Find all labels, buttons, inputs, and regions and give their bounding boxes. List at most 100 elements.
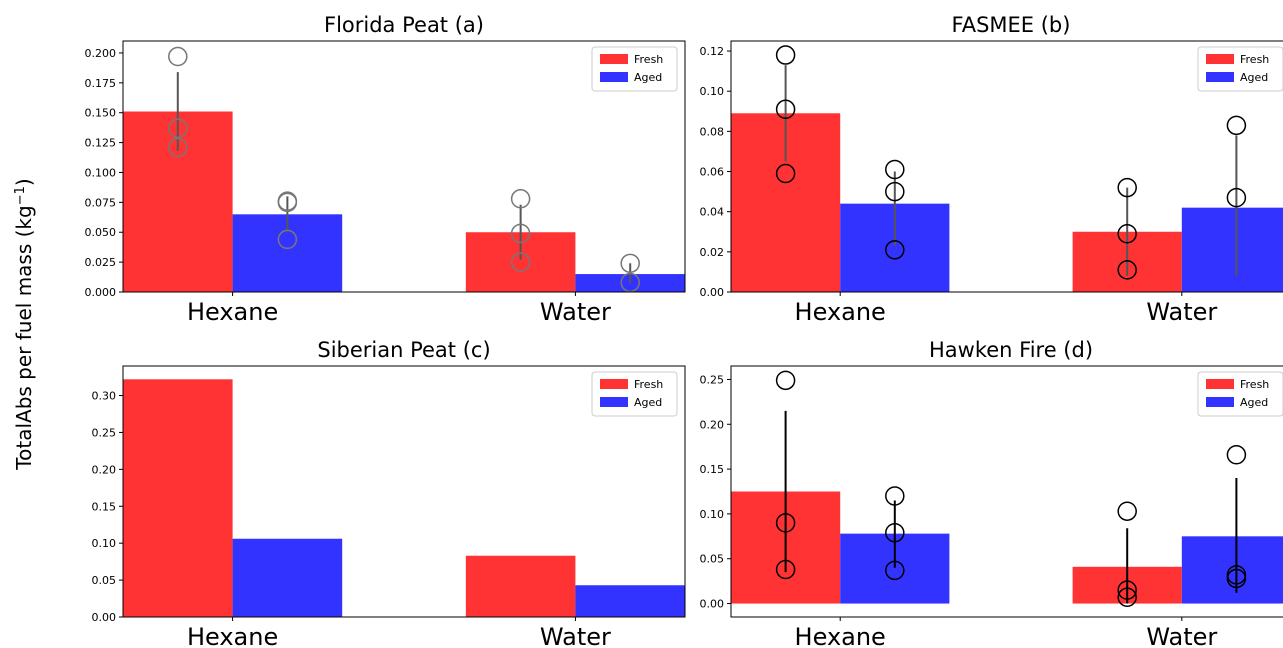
x-category-label-water: Water xyxy=(540,623,611,648)
y-tick-label: 0.150 xyxy=(85,107,117,120)
sample-point-fresh-hexane-1 xyxy=(775,370,796,391)
sample-point-aged-water-1 xyxy=(620,253,640,274)
sample-point-fresh-hexane-2 xyxy=(775,513,796,533)
sample-point-fresh-hexane-2 xyxy=(775,99,796,120)
legend-swatch-aged xyxy=(600,72,628,82)
sample-point-fresh-hexane-3 xyxy=(775,163,796,184)
chart-panel-fasmee-b: FASMEE (b) 0.00 0.02 0.04 0.06 0.08 0.10 0.12 He… xyxy=(700,13,1283,326)
legend-label-aged: Aged xyxy=(1240,396,1268,409)
y-tick-label: 0.30 xyxy=(92,390,117,403)
legend: Fresh Aged xyxy=(1197,46,1283,92)
x-category-label-hexane: Hexane xyxy=(795,298,886,326)
y-tick-label: 0.00 xyxy=(700,286,725,299)
legend-swatch-fresh xyxy=(1206,379,1234,389)
x-category-label-hexane: Hexane xyxy=(187,623,278,648)
sample-point-fresh-water-2 xyxy=(1117,224,1137,244)
chart-panel-hawken-fire-d: Hawken Fire (d) 0.00 0.05 0.10 0.15 0.20 0.25 H… xyxy=(700,338,1283,648)
sample-point-fresh-water-3 xyxy=(1117,260,1137,280)
sample-point-fresh-hexane-2 xyxy=(168,118,188,139)
sample-point-aged-hexane-2 xyxy=(277,192,298,213)
sample-point-aged-hexane-3 xyxy=(885,240,905,260)
sample-point-aged-hexane-2 xyxy=(885,181,905,202)
sample-point-fresh-water-3 xyxy=(1117,587,1137,608)
y-tick-label: 0.25 xyxy=(92,426,117,439)
sample-point-fresh-water-1 xyxy=(510,189,531,209)
legend-label-fresh: Fresh xyxy=(634,53,663,66)
legend-label-aged: Aged xyxy=(1240,71,1268,84)
chart-title: Hawken Fire (d) xyxy=(929,338,1093,362)
legend: Fresh Aged xyxy=(591,371,678,417)
y-tick-label: 0.02 xyxy=(700,246,725,259)
panels: Florida Peat (a) 0.000 0.025 0.050 0.075 0.10… xyxy=(85,13,1283,648)
y-tick-label: 0.20 xyxy=(700,418,725,431)
y-tick-label: 0.06 xyxy=(700,166,725,179)
sample-point-aged-hexane-3 xyxy=(277,229,298,250)
sample-point-fresh-water-1 xyxy=(1117,501,1137,521)
y-tick-label: 0.200 xyxy=(85,47,117,60)
sample-point-aged-water-2 xyxy=(620,272,640,292)
x-category-label-water: Water xyxy=(1146,623,1217,648)
bar-aged-water xyxy=(575,585,685,617)
chart-title: Florida Peat (a) xyxy=(324,13,484,37)
ylabel-exponent: −1 xyxy=(13,186,28,205)
x-category-label-water: Water xyxy=(540,298,611,326)
chart-panel-florida-peat-a: Florida Peat (a) 0.000 0.025 0.050 0.075 0.10… xyxy=(85,13,686,326)
bar-fresh-hexane xyxy=(123,379,233,617)
sample-point-aged-water-2 xyxy=(1226,187,1247,208)
y-tick-label: 0.00 xyxy=(700,598,725,611)
sample-point-fresh-water-2 xyxy=(510,223,531,244)
legend-label-fresh: Fresh xyxy=(1240,378,1269,391)
y-tick-label: 0.04 xyxy=(700,206,725,219)
y-tick-label: 0.05 xyxy=(92,574,117,587)
y-tick-label: 0.25 xyxy=(700,373,725,386)
figure-ylabel: TotalAbs per fuel mass (kg−1) xyxy=(12,178,36,470)
legend-label-aged: Aged xyxy=(634,71,662,84)
axes-frame xyxy=(122,365,686,618)
legend: Fresh Aged xyxy=(591,46,678,92)
y-tick-label: 0.050 xyxy=(85,226,117,239)
legend-swatch-aged xyxy=(600,397,628,407)
ylabel-main: TotalAbs per fuel mass (kg xyxy=(12,205,36,470)
ylabel-close: ) xyxy=(12,178,36,186)
y-tick-label: 0.15 xyxy=(700,463,725,476)
sample-point-fresh-water-3 xyxy=(510,252,531,272)
legend-label-fresh: Fresh xyxy=(634,378,663,391)
y-tick-label: 0.15 xyxy=(92,500,117,513)
sample-point-aged-water-1 xyxy=(1226,115,1247,136)
sample-point-fresh-hexane-1 xyxy=(168,46,188,67)
legend-label-fresh: Fresh xyxy=(1240,53,1269,66)
plot-area xyxy=(123,379,685,617)
legend-swatch-aged xyxy=(1206,397,1234,407)
y-tick-label: 0.175 xyxy=(85,77,117,90)
y-tick-label: 0.100 xyxy=(85,166,117,179)
x-category-label-hexane: Hexane xyxy=(795,623,886,648)
sample-point-aged-water-3 xyxy=(1226,568,1247,589)
bar-aged-hexane xyxy=(232,538,343,617)
y-tick-label: 0.12 xyxy=(700,45,725,58)
bar-fresh-water xyxy=(465,555,576,617)
legend-swatch-fresh xyxy=(600,54,628,64)
y-tick-label: 0.10 xyxy=(700,508,725,521)
sample-point-fresh-hexane-3 xyxy=(775,559,796,580)
y-tick-label: 0.20 xyxy=(92,463,117,476)
sample-point-aged-water-1 xyxy=(1226,444,1247,465)
x-category-label-water: Water xyxy=(1146,298,1217,326)
y-tick-label: 0.125 xyxy=(85,137,117,150)
sample-point-aged-hexane-1 xyxy=(885,486,905,506)
axes-frame xyxy=(122,40,686,293)
chart-title: Siberian Peat (c) xyxy=(317,338,490,362)
sample-point-fresh-hexane-3 xyxy=(168,137,188,158)
sample-point-aged-hexane-1 xyxy=(885,159,905,180)
y-tick-label: 0.05 xyxy=(700,553,725,566)
y-tick-label: 0.025 xyxy=(85,256,117,269)
x-category-label-hexane: Hexane xyxy=(187,298,278,326)
chart-panel-siberian-peat-c: Siberian Peat (c) 0.00 0.05 0.10 0.15 0.20 0.2… xyxy=(92,338,686,648)
bar-aged-water xyxy=(1181,207,1283,292)
y-tick-label: 0.00 xyxy=(92,611,117,624)
axes-frame xyxy=(730,365,1283,618)
sample-point-fresh-hexane-1 xyxy=(775,45,796,65)
legend-swatch-fresh xyxy=(1206,54,1234,64)
legend-swatch-aged xyxy=(1206,72,1234,82)
plot-area xyxy=(123,46,685,292)
